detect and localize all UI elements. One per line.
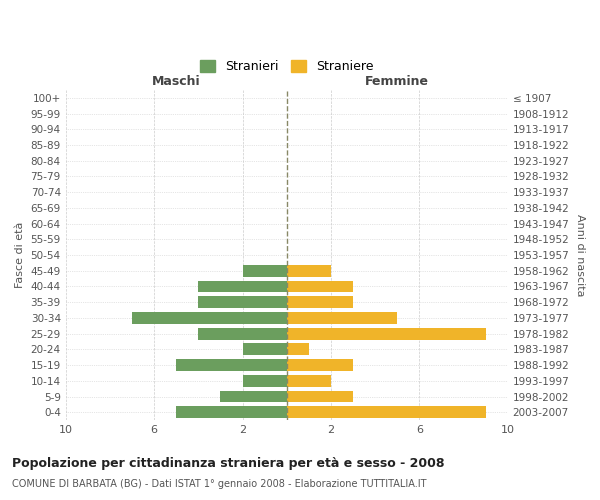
Bar (199, 296, 287, 308)
Y-axis label: Fasce di età: Fasce di età (15, 222, 25, 288)
Bar (242, 375, 287, 386)
Bar (242, 265, 287, 276)
Bar (287, 406, 486, 418)
Bar (242, 344, 287, 355)
Bar (287, 312, 397, 324)
Text: Maschi: Maschi (152, 74, 200, 88)
Text: Popolazione per cittadinanza straniera per età e sesso - 2008: Popolazione per cittadinanza straniera p… (12, 458, 445, 470)
Bar (287, 280, 353, 292)
Bar (199, 280, 287, 292)
Y-axis label: Anni di nascita: Anni di nascita (575, 214, 585, 296)
Bar (220, 390, 287, 402)
Bar (176, 406, 287, 418)
Text: Femmine: Femmine (365, 74, 429, 88)
Bar (287, 344, 309, 355)
Text: COMUNE DI BARBATA (BG) - Dati ISTAT 1° gennaio 2008 - Elaborazione TUTTITALIA.IT: COMUNE DI BARBATA (BG) - Dati ISTAT 1° g… (12, 479, 427, 489)
Bar (199, 328, 287, 340)
Bar (176, 359, 287, 371)
Bar (287, 359, 353, 371)
Bar (132, 312, 287, 324)
Bar (287, 296, 353, 308)
Legend: Stranieri, Straniere: Stranieri, Straniere (196, 56, 377, 77)
Bar (287, 328, 486, 340)
Bar (287, 265, 331, 276)
Bar (287, 375, 331, 386)
Bar (287, 390, 353, 402)
